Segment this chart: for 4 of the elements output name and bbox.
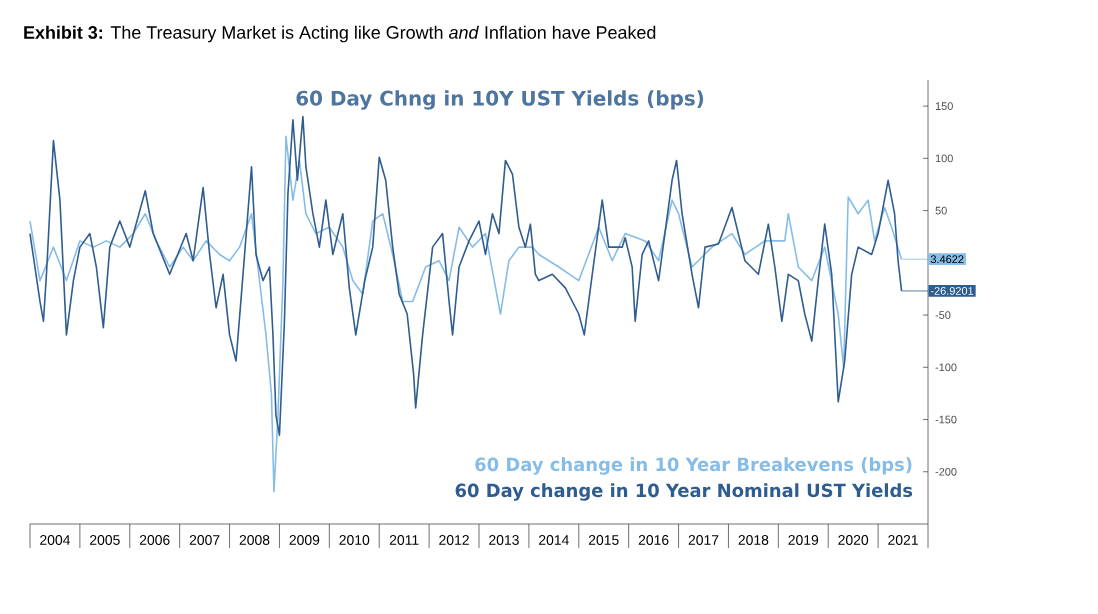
text: 60 Day Chng in 10Y UST Yields (bps) <box>296 90 704 110</box>
text: 60 Day change in 10 Year Nominal UST Yields <box>455 483 913 501</box>
chart-title: Exhibit 3: The Treasury Market is Acting like Growth and Inflation have Peaked <box>24 25 656 43</box>
text: 60 Day change in 10 Year Breakevens (bps) <box>475 457 912 475</box>
